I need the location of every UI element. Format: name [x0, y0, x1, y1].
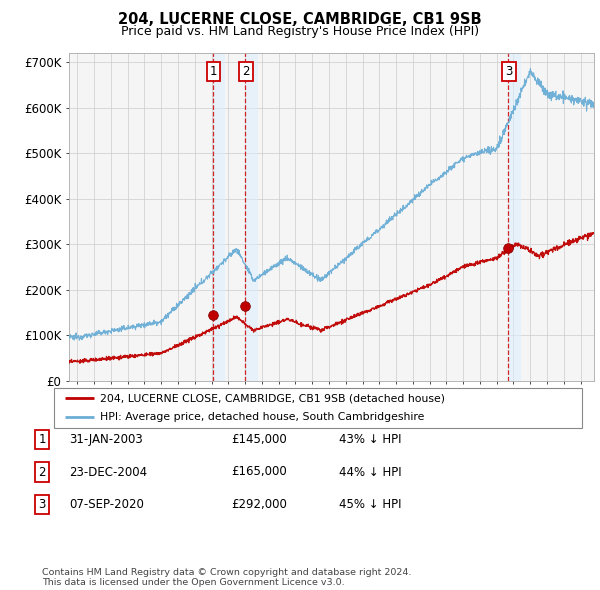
Text: 3: 3 [38, 498, 46, 511]
Text: 07-SEP-2020: 07-SEP-2020 [69, 498, 144, 511]
Text: 2: 2 [38, 466, 46, 478]
Bar [245, 53, 257, 381]
Text: £165,000: £165,000 [231, 466, 287, 478]
Text: 23-DEC-2004: 23-DEC-2004 [69, 466, 147, 478]
Text: 31-JAN-2003: 31-JAN-2003 [69, 433, 143, 446]
Text: 204, LUCERNE CLOSE, CAMBRIDGE, CB1 9SB (detached house): 204, LUCERNE CLOSE, CAMBRIDGE, CB1 9SB (… [100, 394, 445, 404]
Text: 1: 1 [38, 433, 46, 446]
Bar [213, 53, 226, 381]
Text: £292,000: £292,000 [231, 498, 287, 511]
FancyBboxPatch shape [54, 388, 582, 428]
Text: Price paid vs. HM Land Registry's House Price Index (HPI): Price paid vs. HM Land Registry's House … [121, 25, 479, 38]
Text: Contains HM Land Registry data © Crown copyright and database right 2024.
This d: Contains HM Land Registry data © Crown c… [42, 568, 412, 587]
Text: 44% ↓ HPI: 44% ↓ HPI [339, 466, 401, 478]
Text: 3: 3 [505, 64, 512, 77]
Text: 2: 2 [242, 64, 250, 77]
Text: £145,000: £145,000 [231, 433, 287, 446]
Text: 1: 1 [210, 64, 218, 77]
Text: HPI: Average price, detached house, South Cambridgeshire: HPI: Average price, detached house, Sout… [100, 412, 425, 422]
Text: 45% ↓ HPI: 45% ↓ HPI [339, 498, 401, 511]
Text: 43% ↓ HPI: 43% ↓ HPI [339, 433, 401, 446]
Bar [508, 53, 521, 381]
Text: 204, LUCERNE CLOSE, CAMBRIDGE, CB1 9SB: 204, LUCERNE CLOSE, CAMBRIDGE, CB1 9SB [118, 12, 482, 27]
